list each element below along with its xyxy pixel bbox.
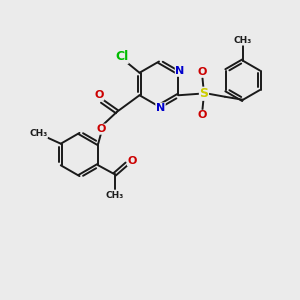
Text: O: O (96, 124, 106, 134)
Text: Cl: Cl (115, 50, 128, 63)
Text: N: N (176, 66, 184, 76)
Text: CH₃: CH₃ (106, 191, 124, 200)
Text: O: O (198, 110, 207, 120)
Text: S: S (200, 87, 208, 100)
Text: CH₃: CH₃ (29, 129, 47, 138)
Text: O: O (128, 156, 137, 166)
Text: O: O (198, 67, 207, 77)
Text: CH₃: CH₃ (234, 36, 252, 45)
Text: O: O (94, 90, 104, 100)
Text: N: N (156, 103, 165, 113)
